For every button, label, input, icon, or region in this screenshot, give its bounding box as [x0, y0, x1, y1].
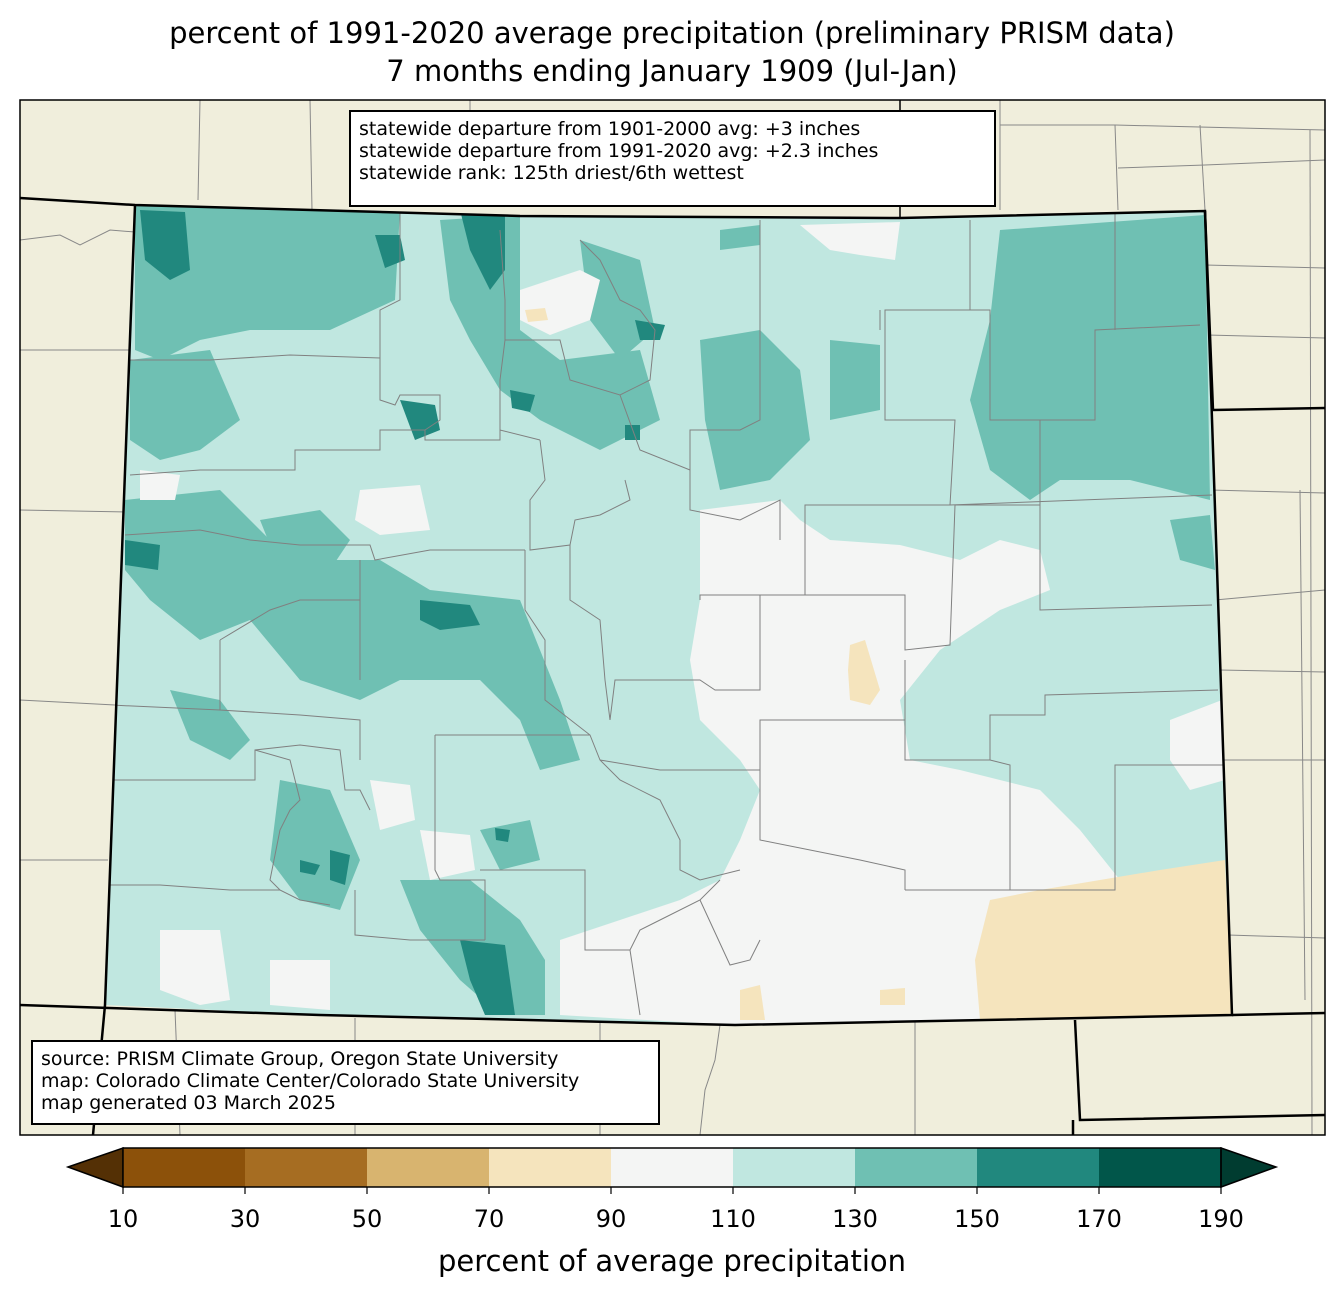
map-title-line2: 7 months ending January 1909 (Jul-Jan)	[386, 54, 958, 88]
colorbar-bin-10-30	[123, 1148, 245, 1187]
map-title-line1: percent of 1991-2020 average precipitati…	[169, 16, 1175, 50]
colorbar-tick-label: 70	[473, 1205, 505, 1233]
map-frame	[19, 99, 1326, 1136]
statewide-stats-box: statewide departure from 1901-2000 avg: …	[349, 110, 996, 207]
county-lines	[109, 210, 1225, 1016]
nebraska-border	[1203, 210, 1326, 412]
colorbar-bin-70-90	[489, 1148, 611, 1187]
texas-border	[1073, 1019, 1326, 1122]
stats-departure-1901: statewide departure from 1901-2000 avg: …	[359, 118, 861, 140]
oklahoma-border	[1231, 1011, 1326, 1017]
colorbar-tick-label: 190	[1198, 1205, 1244, 1233]
state-boundaries	[19, 100, 1326, 1136]
stats-departure-1991: statewide departure from 1991-2020 avg: …	[359, 140, 879, 162]
colorbar-bin-110-130	[733, 1148, 855, 1187]
source-box: source: PRISM Climate Group, Oregon Stat…	[31, 1040, 660, 1125]
colorbar-bin-90-110	[611, 1148, 733, 1187]
colorbar-under-arrow	[65, 1146, 124, 1189]
colorbar-bin-130-150	[855, 1148, 977, 1187]
source-line: source: PRISM Climate Group, Oregon Stat…	[41, 1048, 559, 1070]
colorbar-tick-label: 150	[954, 1205, 1000, 1233]
colorbar-bin-150-170	[977, 1148, 1099, 1187]
colorbar-tick-label: 90	[595, 1205, 627, 1233]
colorbar-bin-30-50	[245, 1148, 367, 1187]
colorbar-over-arrow	[1220, 1146, 1279, 1189]
colorbar-tick-label: 130	[832, 1205, 878, 1233]
stats-rank: statewide rank: 125th driest/6th wettest	[359, 162, 744, 184]
colorbar-bin-50-70	[367, 1148, 489, 1187]
colorbar-tick-label: 30	[229, 1205, 261, 1233]
colorado-precip-field	[105, 205, 1232, 1025]
generated-date-line: map generated 03 March 2025	[41, 1092, 336, 1114]
colorbar-label: percent of average precipitation	[437, 1244, 907, 1278]
colorbar-tick-label: 10	[107, 1205, 139, 1233]
map-credit-line: map: Colorado Climate Center/Colorado St…	[41, 1070, 580, 1092]
colorbar-tick-label: 110	[710, 1205, 756, 1233]
colorbar	[65, 1146, 1279, 1194]
colorbar-bin-170-190	[1099, 1148, 1221, 1187]
colorbar-tick-label: 170	[1076, 1205, 1122, 1233]
colorbar-tick-label: 50	[351, 1205, 383, 1233]
